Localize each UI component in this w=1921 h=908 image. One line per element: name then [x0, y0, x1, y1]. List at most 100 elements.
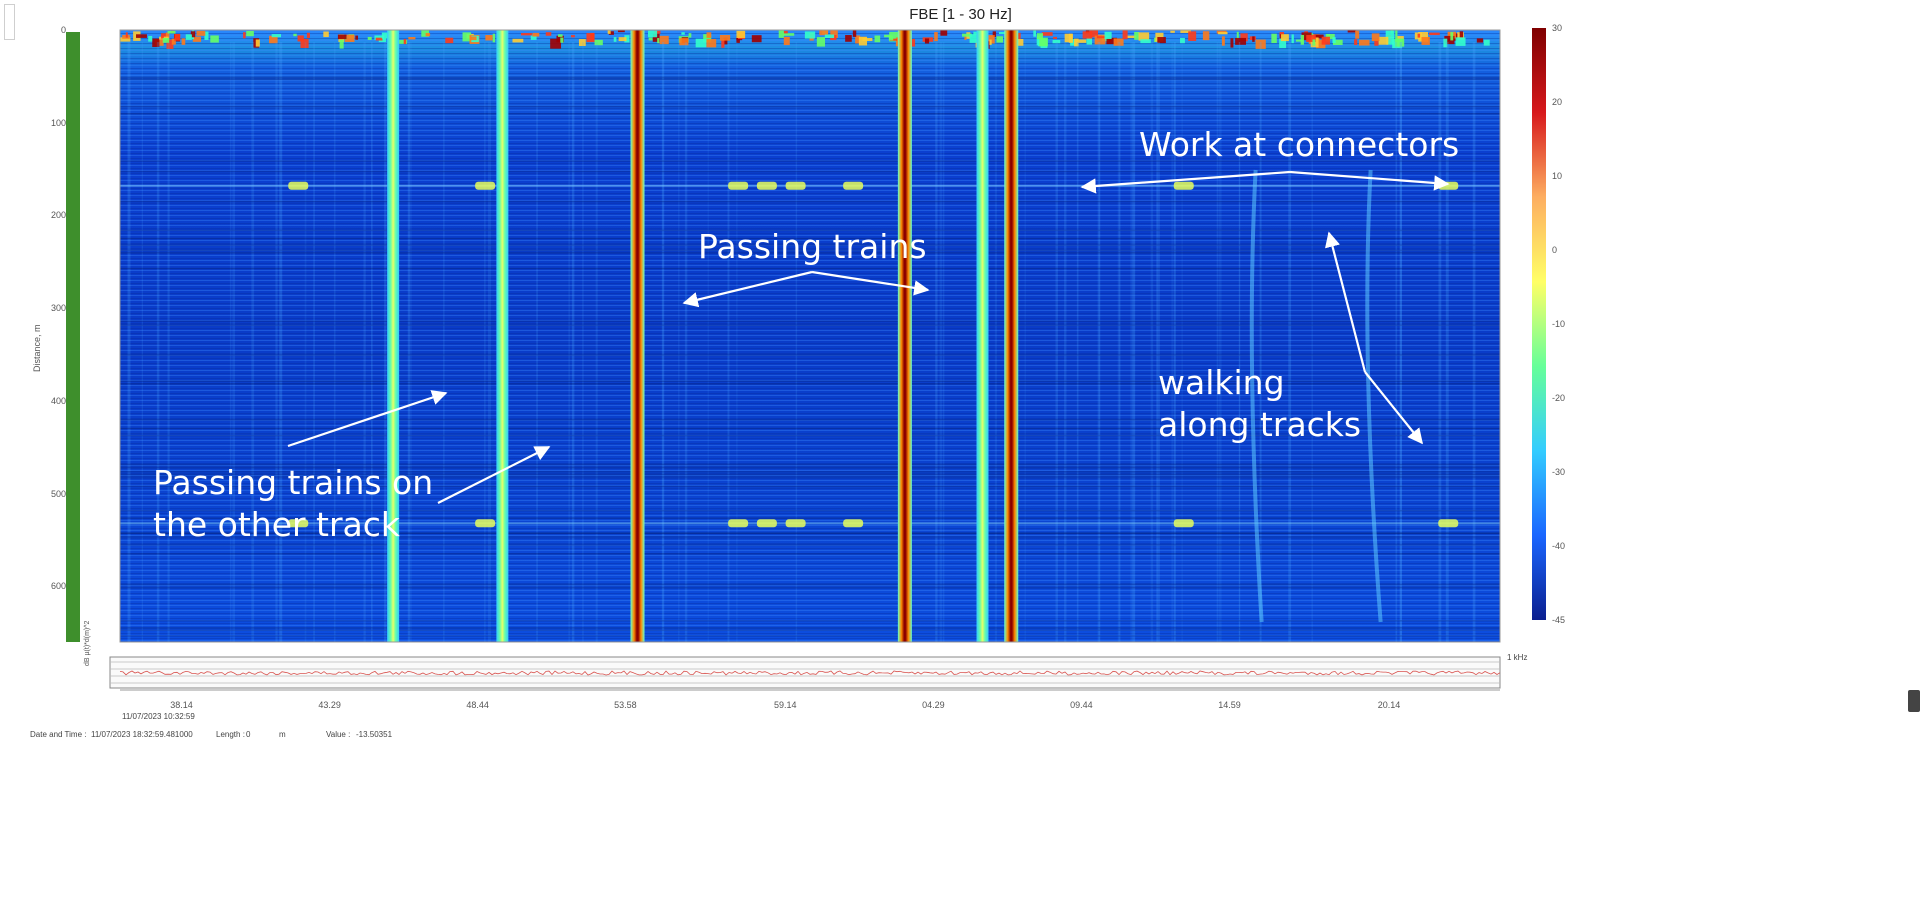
dark-row: [120, 517, 1500, 519]
faint-streak: [1158, 42, 1160, 642]
faint-streak: [1238, 42, 1241, 642]
passing-train-column: [630, 30, 645, 642]
faint-streak: [229, 42, 232, 642]
noise-speck: [161, 35, 164, 39]
noise-speck: [736, 30, 746, 39]
x-tick-label: 20.14: [1377, 700, 1401, 710]
noise-speck: [1355, 30, 1360, 39]
faint-streak: [1024, 42, 1026, 642]
faint-streak: [1216, 42, 1219, 642]
faint-streak: [1132, 42, 1136, 642]
value-value: -13.50351: [356, 730, 393, 739]
y-tick-label: 500: [50, 488, 66, 499]
x-tick-label: 04.29: [922, 700, 945, 710]
noise-speck: [1074, 38, 1079, 47]
noise-speck: [530, 35, 537, 40]
noise-speck: [421, 30, 429, 37]
faint-streak: [1173, 42, 1176, 642]
noise-speck: [181, 38, 186, 45]
dark-row: [120, 380, 1500, 382]
colorbar-tick-label: -20: [1552, 393, 1566, 403]
annotation-arrows: [287, 170, 1450, 504]
noise-speck: [1417, 33, 1421, 38]
noise-speck: [190, 31, 196, 38]
connector-work-blob: [475, 519, 496, 528]
walking-trace: [1365, 169, 1383, 623]
noise-speck: [778, 30, 784, 38]
noise-speck: [1252, 36, 1255, 42]
noise-speck: [532, 32, 540, 37]
noise-speck: [590, 32, 595, 41]
noise-speck: [1036, 33, 1043, 40]
connector-work-blob: [756, 519, 777, 528]
noise-speck: [571, 35, 575, 38]
noise-speck: [964, 35, 967, 40]
noise-speck: [1418, 31, 1429, 42]
side-handle[interactable]: [1908, 690, 1920, 712]
noise-speck: [1113, 38, 1124, 46]
noise-speck: [210, 35, 219, 43]
faint-streak: [167, 42, 170, 642]
noise-speck: [659, 35, 669, 45]
connector-work-blob: [728, 519, 749, 528]
noise-speck: [1134, 31, 1140, 40]
noise-speck: [204, 31, 209, 40]
y-tick-label: 200: [50, 210, 66, 221]
noise-speck: [297, 35, 304, 42]
dark-row: [120, 160, 1500, 162]
noise-speck: [681, 32, 685, 35]
noise-speck: [695, 38, 707, 48]
noise-speck: [246, 30, 254, 37]
noise-speck: [1202, 31, 1210, 41]
noise-speck: [306, 32, 310, 38]
corner-widget: [4, 4, 15, 40]
datetime-label: Date and Time :: [30, 730, 87, 739]
faint-streak: [1181, 42, 1183, 642]
colorbar-tick-label: -10: [1552, 319, 1566, 329]
colorbar: [1532, 28, 1546, 620]
faint-streak: [385, 42, 387, 642]
faint-streak: [1156, 42, 1159, 642]
noise-speck: [152, 38, 160, 48]
noise-speck: [185, 34, 192, 40]
value-label: Value :: [326, 730, 351, 739]
annotation-walking-along-tracks: walking along tracks: [1158, 362, 1361, 446]
y-axis-label: Distance, m: [32, 324, 42, 372]
annotation-walking-line-2: along tracks: [1158, 405, 1362, 445]
noise-speck: [884, 34, 892, 38]
noise-speck: [858, 36, 868, 46]
noise-speck: [657, 38, 660, 44]
noise-speck: [845, 35, 852, 42]
noise-speck: [1312, 39, 1316, 46]
noise-speck: [1140, 39, 1151, 44]
noise-speck: [174, 33, 181, 41]
noise-speck: [607, 30, 611, 34]
noise-speck: [783, 36, 790, 46]
noise-speck: [545, 32, 552, 36]
noise-speck: [1096, 36, 1106, 39]
dark-row: [120, 320, 1500, 322]
noise-speck: [874, 35, 881, 43]
faint-streak: [942, 42, 945, 642]
subplot-ylabel: dB µ(t)*d(m)^2: [84, 620, 91, 666]
faint-streak: [313, 42, 315, 642]
noise-speck: [1385, 30, 1395, 38]
noise-speck: [271, 34, 282, 38]
annotation-arrow: [437, 446, 551, 504]
dark-row: [120, 536, 1500, 538]
noise-speck: [1236, 31, 1239, 40]
connector-work-blob: [288, 181, 309, 190]
noise-speck: [1094, 35, 1106, 45]
faint-streak: [1472, 42, 1476, 642]
faint-streak: [1130, 42, 1132, 642]
dark-row: [120, 544, 1500, 546]
length-value: 0: [246, 730, 251, 739]
noise-speck: [688, 33, 692, 38]
dark-row: [120, 105, 1500, 108]
noise-speck: [819, 30, 829, 36]
faint-streak: [1399, 42, 1403, 642]
connector-work-blob: [728, 181, 749, 190]
noise-speck: [1157, 37, 1166, 44]
noise-speck: [1235, 37, 1247, 45]
noise-speck: [723, 37, 728, 45]
